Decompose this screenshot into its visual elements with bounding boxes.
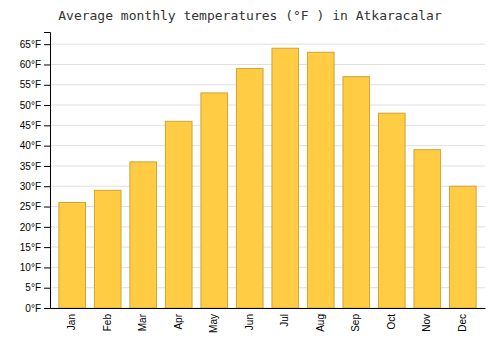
y-tick: 40°F xyxy=(20,140,50,151)
x-tick-label: Aug xyxy=(315,314,326,332)
y-tick: 35°F xyxy=(20,161,50,172)
bar xyxy=(201,93,228,308)
y-tick-mark xyxy=(44,64,50,65)
x-tick: Sep xyxy=(350,314,361,332)
grid-line xyxy=(50,64,485,65)
x-tick-label: Feb xyxy=(102,314,113,332)
y-tick: 0°F xyxy=(25,303,50,314)
x-tick-label: Jun xyxy=(244,314,255,330)
plot: 0°F 5°F 10°F 15°F 20°F 25°F 30°F 35°F 40°F 45°F 50… xyxy=(20,33,486,333)
y-tick: 65°F xyxy=(20,39,50,50)
x-tick: Aug xyxy=(315,314,326,332)
y-tick: 60°F xyxy=(20,59,50,70)
y-tick-mark xyxy=(44,146,50,147)
y-tick-label: 30°F xyxy=(20,181,41,192)
y-tick-mark xyxy=(44,105,50,106)
x-tick: Oct xyxy=(386,314,397,330)
x-axis: Jan Feb Mar Apr May Jun Jul Aug Sep Oct Nov Dec xyxy=(51,309,486,333)
y-tick: 10°F xyxy=(20,262,50,273)
grid-line xyxy=(50,84,485,85)
x-tick-label: Jan xyxy=(66,314,77,330)
y-tick-mark xyxy=(44,85,50,86)
y-tick-mark xyxy=(44,125,50,126)
y-tick-label: 50°F xyxy=(20,100,41,111)
bar xyxy=(307,52,334,308)
y-tick-label: 65°F xyxy=(20,39,41,50)
y-tick: 20°F xyxy=(20,222,50,233)
x-tick: Mar xyxy=(137,313,148,331)
grid-line xyxy=(50,125,485,126)
x-tick: Jul xyxy=(279,314,290,327)
y-tick-mark xyxy=(44,207,50,208)
y-tick-mark xyxy=(44,267,50,268)
y-tick-mark xyxy=(44,227,50,228)
bar xyxy=(130,162,157,308)
y-tick-label: 20°F xyxy=(20,222,41,233)
x-tick: Jan xyxy=(66,314,77,330)
x-tick-label: Oct xyxy=(386,314,397,330)
x-tick-label: Apr xyxy=(173,313,184,329)
bar xyxy=(59,202,86,308)
y-tick: 55°F xyxy=(20,79,50,90)
y-tick-mark xyxy=(44,166,50,167)
x-tick-label: Jul xyxy=(279,314,290,327)
y-tick: 45°F xyxy=(20,120,50,131)
y-tick: 15°F xyxy=(20,242,50,253)
y-tick-mark xyxy=(44,308,50,309)
bar xyxy=(272,48,299,308)
y-tick-label: 25°F xyxy=(20,201,41,212)
x-tick-label: Mar xyxy=(137,313,148,331)
x-tick: May xyxy=(208,314,219,333)
bar xyxy=(414,150,441,308)
x-tick: Dec xyxy=(457,314,468,332)
x-tick-label: Sep xyxy=(350,314,361,332)
y-tick-label: 55°F xyxy=(20,79,41,90)
bar xyxy=(343,77,370,308)
grid-line xyxy=(50,145,485,146)
x-tick: Apr xyxy=(173,313,184,329)
x-tick: Feb xyxy=(102,314,113,332)
y-tick-label: 15°F xyxy=(20,242,41,253)
grid xyxy=(50,44,485,308)
y-tick-mark xyxy=(44,247,50,248)
y-tick-mark xyxy=(44,288,50,289)
y-tick-label: 35°F xyxy=(20,161,41,172)
x-axis-line xyxy=(51,308,486,309)
y-tick: 25°F xyxy=(20,201,50,212)
chart: Average monthly temperatures (°F ) in At… xyxy=(0,0,500,350)
bar xyxy=(449,186,476,308)
bar xyxy=(94,190,121,308)
y-tick-mark xyxy=(44,186,50,187)
y-tick-label: 10°F xyxy=(20,262,41,273)
y-tick-label: 45°F xyxy=(20,120,41,131)
y-tick: 5°F xyxy=(25,282,50,293)
y-tick: 30°F xyxy=(20,181,50,192)
y-tick-label: 40°F xyxy=(20,140,41,151)
y-tick-mark xyxy=(44,44,50,45)
x-tick: Jun xyxy=(244,314,255,330)
x-tick-label: Dec xyxy=(457,314,468,332)
x-tick-label: Nov xyxy=(421,314,432,332)
y-axis-line xyxy=(44,33,51,309)
title: Average monthly temperatures (°F ) in At… xyxy=(58,8,442,23)
bar xyxy=(165,121,192,308)
y-tick: 50°F xyxy=(20,100,50,111)
bars xyxy=(59,48,476,308)
x-tick: Nov xyxy=(421,314,432,332)
x-tick-label: May xyxy=(208,314,219,333)
y-tick-label: 5°F xyxy=(25,282,41,293)
y-tick-label: 0°F xyxy=(25,303,41,314)
y-tick-label: 60°F xyxy=(20,59,41,70)
bar xyxy=(236,69,263,308)
bar xyxy=(378,113,405,308)
grid-line xyxy=(50,44,485,45)
grid-line xyxy=(50,105,485,106)
y-axis: 0°F 5°F 10°F 15°F 20°F 25°F 30°F 35°F 40°F 45°F 50… xyxy=(20,33,51,314)
